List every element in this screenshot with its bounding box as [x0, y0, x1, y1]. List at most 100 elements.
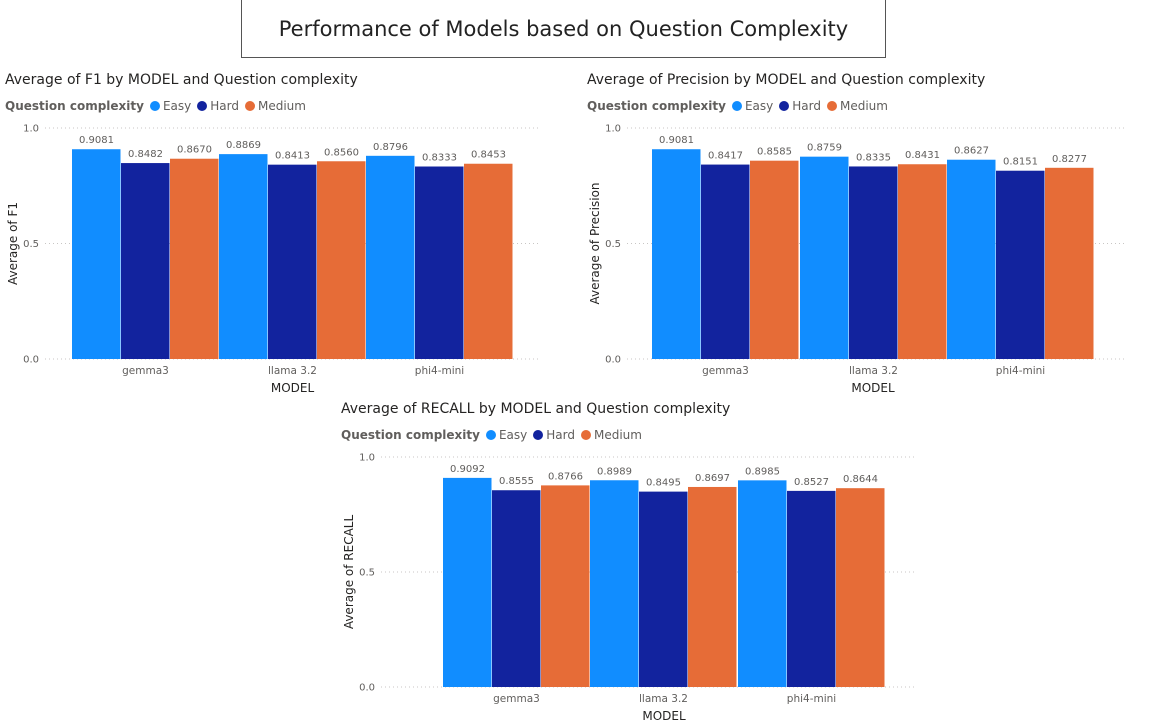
bar-medium	[750, 160, 799, 359]
bar-hard	[492, 490, 541, 687]
legend-label: Medium	[257, 99, 306, 113]
data-label: 0.8585	[757, 147, 792, 158]
data-label: 0.8766	[548, 471, 583, 482]
data-label: 0.9092	[450, 464, 485, 475]
bar-hard	[268, 164, 317, 359]
y-tick-label: 0.0	[359, 683, 375, 694]
x-tick-label: phi4-mini	[787, 693, 836, 705]
bar-hard	[701, 164, 750, 359]
legend-item-medium[interactable]: Medium	[244, 99, 306, 113]
y-tick-label: 1.0	[359, 453, 375, 464]
x-tick-label: gemma3	[122, 365, 169, 377]
legend-label: Hard	[792, 99, 821, 113]
data-label: 0.8453	[471, 150, 506, 161]
legend-label: Easy	[162, 99, 192, 113]
bar-medium	[317, 161, 366, 359]
data-label: 0.8697	[695, 473, 730, 484]
legend-label: Medium	[839, 99, 888, 113]
legend: Question complexity Easy Hard Medium	[5, 99, 312, 113]
data-label: 0.8527	[794, 477, 829, 488]
bar-hard	[415, 166, 464, 359]
data-label: 0.8796	[373, 142, 408, 153]
legend-dot-icon	[779, 101, 790, 111]
data-label: 0.8869	[226, 140, 261, 151]
x-tick-label: phi4-mini	[996, 365, 1045, 377]
x-tick-label: llama 3.2	[639, 693, 688, 705]
bar-medium	[464, 163, 513, 359]
x-axis-title: MODEL	[851, 381, 895, 395]
chart-panel-f1[interactable]: Average of F1 by MODEL and Question comp…	[5, 72, 580, 400]
data-label: 0.8417	[708, 151, 743, 162]
legend-item-easy[interactable]: Easy	[485, 428, 528, 442]
data-label: 0.8413	[275, 151, 310, 162]
legend-title: Question complexity	[5, 99, 144, 113]
legend-item-easy[interactable]: Easy	[149, 99, 192, 113]
data-label: 0.8644	[843, 474, 878, 485]
bar-hard	[996, 170, 1045, 359]
page-title-text: Performance of Models based on Question …	[278, 16, 849, 41]
chart-plot-f1: 0.0 0.5 1.0 0.9081 0.8482 0.8670 gemma3 0.8869 0…	[6, 124, 540, 395]
x-axis-title: MODEL	[642, 709, 686, 723]
data-label: 0.8431	[905, 150, 940, 161]
bar-easy	[219, 154, 268, 359]
legend-dot-icon	[197, 101, 208, 111]
bar-easy	[738, 480, 787, 687]
bar-medium	[170, 158, 219, 359]
page-title: Performance of Models based on Question …	[241, 0, 886, 58]
x-tick-label: llama 3.2	[268, 365, 317, 377]
bar-medium	[836, 488, 885, 687]
legend-label: Easy	[498, 428, 528, 442]
chart-panel-precision[interactable]: Average of Precision by MODEL and Questi…	[587, 72, 1165, 400]
bar-medium	[688, 486, 737, 687]
data-label: 0.8560	[324, 147, 359, 158]
bar-easy	[947, 159, 996, 359]
chart-plot-recall: 0.0 0.5 1.0 0.9092 0.8555 0.8766 gemma3 0.8989 0…	[342, 453, 916, 723]
data-label: 0.8989	[597, 466, 632, 477]
bar-easy	[800, 156, 849, 359]
bar-medium	[898, 164, 947, 359]
y-tick-label: 0.5	[359, 568, 375, 579]
legend-dot-icon	[731, 101, 742, 111]
legend-label: Hard	[546, 428, 575, 442]
data-label: 0.8555	[499, 476, 534, 487]
y-tick-label: 0.0	[23, 355, 39, 366]
legend-item-hard[interactable]: Hard	[533, 428, 575, 442]
legend-dot-icon	[485, 430, 496, 440]
y-tick-label: 0.5	[605, 239, 621, 250]
data-label: 0.9081	[659, 135, 694, 146]
bar-easy	[72, 149, 121, 359]
chart-title: Average of F1 by MODEL and Question comp…	[5, 72, 358, 88]
bar-medium	[1045, 167, 1094, 359]
x-tick-label: gemma3	[702, 365, 749, 377]
y-tick-label: 0.5	[23, 239, 39, 250]
x-tick-label: llama 3.2	[849, 365, 898, 377]
data-label: 0.8482	[128, 149, 163, 160]
legend-item-medium[interactable]: Medium	[826, 99, 888, 113]
legend: Question complexity Easy Hard Medium	[341, 428, 648, 442]
data-label: 0.8670	[177, 145, 212, 156]
legend-dot-icon	[533, 430, 544, 440]
x-tick-label: gemma3	[493, 693, 540, 705]
chart-title: Average of Precision by MODEL and Questi…	[587, 72, 986, 88]
bar-easy	[652, 149, 701, 359]
legend-item-medium[interactable]: Medium	[580, 428, 642, 442]
bar-hard	[121, 163, 170, 359]
data-label: 0.8151	[1003, 157, 1038, 168]
legend-dot-icon	[149, 101, 160, 111]
legend-item-hard[interactable]: Hard	[779, 99, 821, 113]
y-axis-title: Average of RECALL	[342, 515, 356, 630]
legend-dot-icon	[244, 101, 255, 111]
x-tick-label: phi4-mini	[415, 365, 464, 377]
data-label: 0.8333	[422, 153, 457, 164]
legend-dot-icon	[580, 430, 591, 440]
data-label: 0.8335	[856, 152, 891, 163]
chart-panel-recall[interactable]: Average of RECALL by MODEL and Question …	[341, 401, 925, 727]
legend-item-easy[interactable]: Easy	[731, 99, 773, 113]
legend-item-hard[interactable]: Hard	[197, 99, 239, 113]
data-label: 0.9081	[79, 135, 114, 146]
data-label: 0.8985	[745, 466, 780, 477]
legend-title: Question complexity	[341, 428, 480, 442]
bar-easy	[443, 477, 492, 687]
bar-medium	[541, 485, 590, 687]
bar-hard	[849, 166, 898, 359]
